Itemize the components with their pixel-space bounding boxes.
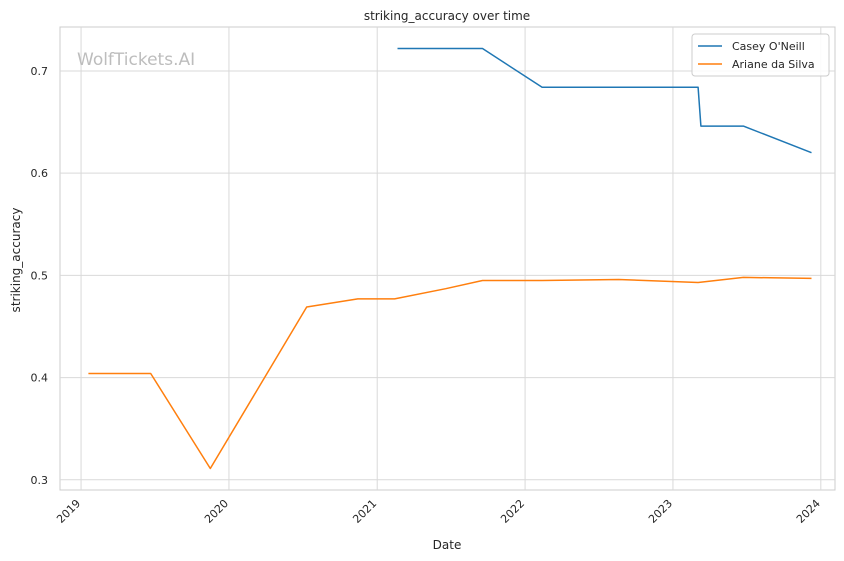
data-point-casey-o-neill	[396, 47, 399, 50]
x-tick-label: 2019	[54, 497, 83, 526]
chart-title: striking_accuracy over time	[364, 9, 530, 23]
watermark-text: WolfTickets.AI	[77, 50, 195, 70]
data-point-ariane-da-silva	[393, 297, 396, 300]
data-point-ariane-da-silva	[810, 277, 813, 280]
data-point-casey-o-neill	[699, 125, 702, 128]
legend-box	[691, 33, 830, 77]
data-point-ariane-da-silva	[87, 372, 90, 375]
x-tick-label: 2021	[350, 497, 379, 526]
data-point-ariane-da-silva	[742, 276, 745, 279]
x-tick-label: 2022	[498, 497, 527, 526]
y-tick-label: 0.5	[31, 269, 49, 282]
legend: Casey O'Neill Ariane da Silva	[691, 33, 830, 77]
x-axis-label: Date	[433, 538, 462, 552]
data-point-casey-o-neill	[810, 151, 813, 154]
data-point-ariane-da-silva	[305, 306, 308, 309]
data-point-ariane-da-silva	[697, 281, 700, 284]
x-tick-label: 2024	[794, 497, 823, 526]
data-point-ariane-da-silva	[209, 467, 212, 470]
legend-label-casey-oneill: Casey O'Neill	[732, 40, 805, 53]
data-point-ariane-da-silva	[617, 278, 620, 281]
data-point-ariane-da-silva	[541, 279, 544, 282]
data-point-casey-o-neill	[481, 47, 484, 50]
data-point-ariane-da-silva	[356, 297, 359, 300]
series-line-ariane-da-silva	[88, 276, 812, 470]
data-point-ariane-da-silva	[444, 287, 447, 290]
series-line-casey-o-neill	[397, 47, 812, 154]
plot-area	[59, 26, 836, 491]
y-tick-label: 0.4	[31, 372, 49, 385]
y-axis-label: striking_accuracy	[9, 208, 23, 313]
y-tick-label: 0.6	[31, 167, 49, 180]
series-layer	[87, 47, 813, 470]
x-tick-label: 2023	[646, 497, 675, 526]
legend-label-ariane-da-silva: Ariane da Silva	[732, 58, 815, 71]
data-point-casey-o-neill	[697, 86, 700, 89]
data-point-ariane-da-silva	[149, 372, 152, 375]
data-point-casey-o-neill	[742, 125, 745, 128]
data-point-ariane-da-silva	[481, 279, 484, 282]
x-tick-label: 2020	[202, 497, 231, 526]
y-tick-label: 0.3	[31, 474, 49, 487]
grid-lines	[60, 27, 835, 490]
data-point-casey-o-neill	[541, 86, 544, 89]
y-tick-label: 0.7	[31, 65, 49, 78]
